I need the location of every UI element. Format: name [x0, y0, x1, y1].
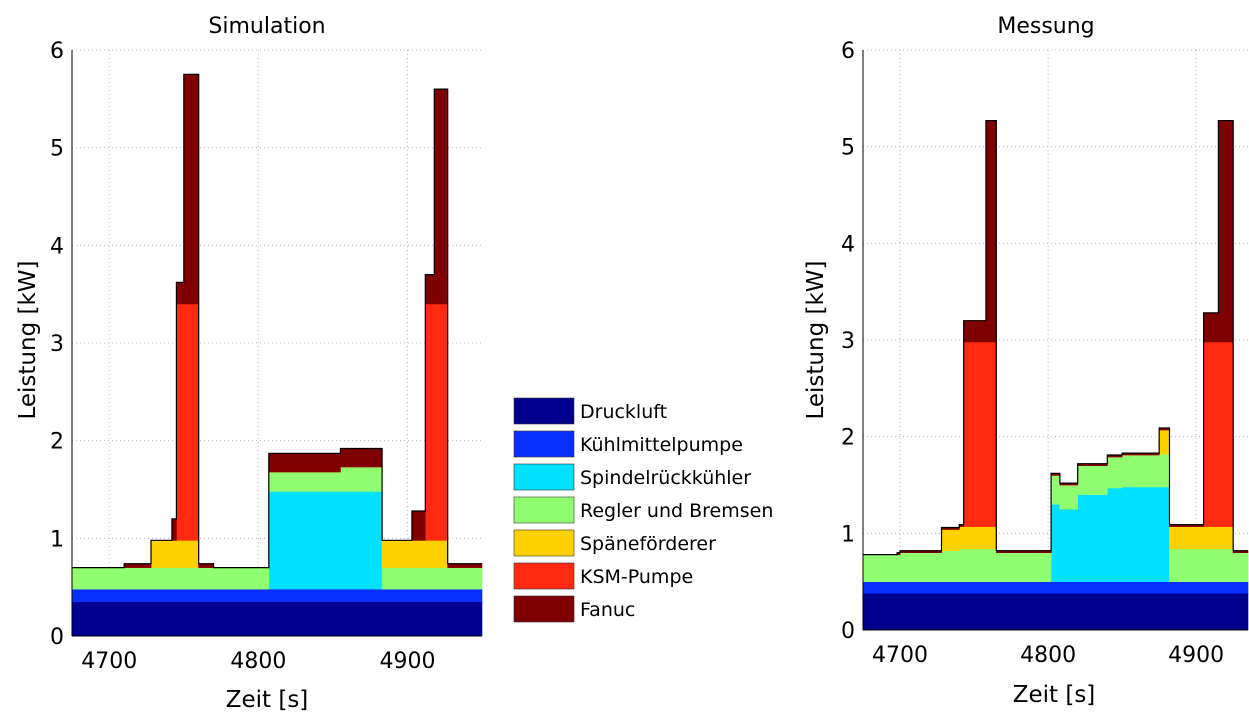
legend-label: Kühlmittelpumpe [580, 434, 743, 456]
y-tick-label: 2 [50, 430, 64, 455]
simulation-x-axis-label: Zeit [s] [226, 687, 309, 713]
legend-swatch [513, 430, 575, 458]
x-tick-label: 4900 [1168, 643, 1224, 668]
total-outline [863, 120, 1248, 556]
legend-swatch [513, 562, 575, 590]
area-k-hlmittelpumpe [862, 581, 1249, 594]
x-tick-label: 4800 [230, 649, 286, 674]
y-tick-label: 3 [50, 332, 64, 357]
area-druckluft [71, 601, 483, 637]
total-outline [72, 73, 482, 569]
y-tick-label: 2 [841, 426, 855, 451]
legend-swatch [513, 496, 575, 524]
legend-label: Spindelrückkühler [580, 467, 751, 489]
x-tick-label: 4700 [872, 643, 928, 668]
messung-title: Messung [997, 14, 1094, 39]
area-druckluft [862, 593, 1249, 631]
y-tick-label: 3 [841, 329, 855, 354]
simulation-y-axis-label: Leistung [kW] [15, 260, 41, 419]
legend-swatch [513, 397, 575, 425]
y-tick-label: 5 [841, 136, 855, 161]
y-tick-label: 4 [50, 234, 64, 259]
legend-swatch [513, 463, 575, 491]
messung-plot-area: 0 1 2 3 4 5 6 4700 4800 4900 [841, 39, 1249, 668]
legend-label: Druckluft [580, 401, 667, 423]
messung-y-axis-label: Leistung [kW] [803, 260, 829, 419]
y-tick-label: 0 [841, 619, 855, 644]
legend: Druckluft Kühlmittelpumpe Spindelrückkühle… [512, 395, 819, 625]
x-tick-label: 4900 [379, 649, 435, 674]
messung-x-axis-label: Zeit [s] [1013, 682, 1096, 708]
legend-swatch [513, 529, 575, 557]
y-tick-label: 0 [50, 625, 64, 650]
x-tick-label: 4700 [81, 649, 137, 674]
legend-label: KSM-Pumpe [580, 566, 693, 588]
simulation-plot-area: 0 1 2 3 4 5 6 4700 4800 4900 [50, 39, 483, 674]
x-tick-label: 4800 [1020, 643, 1076, 668]
legend-label: Fanuc [580, 599, 635, 621]
y-tick-label: 5 [50, 137, 64, 162]
y-tick-label: 1 [50, 527, 64, 552]
y-tick-label: 4 [841, 232, 855, 257]
legend-label: Regler und Bremsen [580, 500, 773, 522]
y-tick-label: 6 [50, 39, 64, 64]
area-k-hlmittelpumpe [71, 588, 483, 603]
legend-swatch [513, 595, 575, 623]
simulation-title: Simulation [208, 14, 325, 39]
y-tick-label: 1 [841, 522, 855, 547]
legend-label: Späneförderer [580, 533, 716, 555]
messung-panel: Messung 0 1 2 3 4 5 6 4700 4800 4900 Zeit [s] Lei… [803, 14, 1249, 708]
y-tick-label: 6 [841, 39, 855, 64]
